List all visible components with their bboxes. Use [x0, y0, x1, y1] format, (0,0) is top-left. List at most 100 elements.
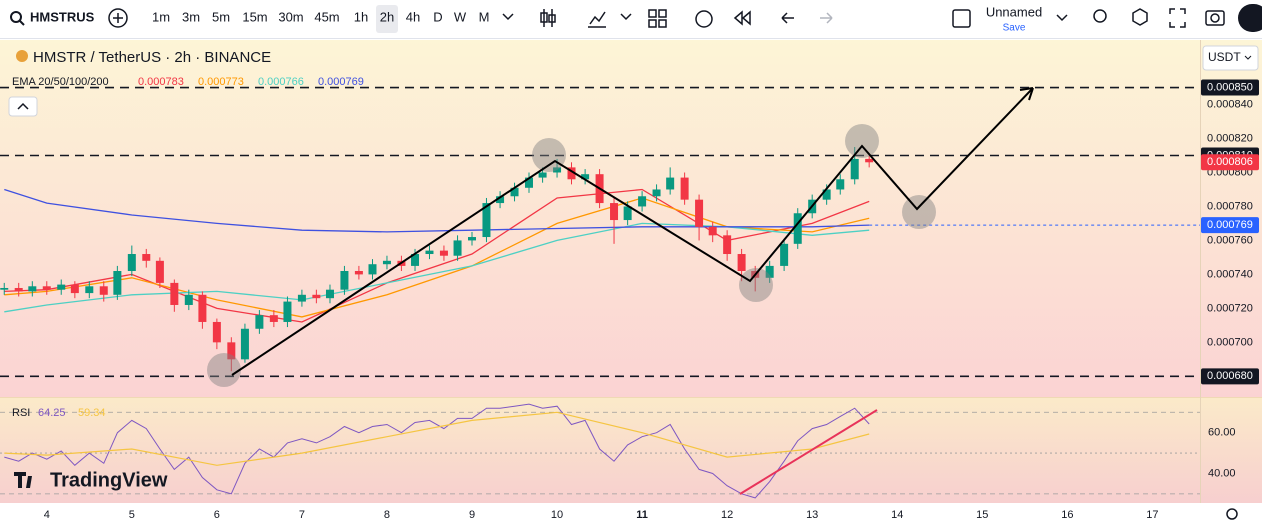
price-tag — [1201, 217, 1259, 234]
ema-legend: EMA 20/50/100/200 — [12, 76, 109, 88]
layouts[interactable] — [648, 9, 667, 28]
x-tick-label: 4 — [44, 509, 50, 521]
layout-icon[interactable] — [952, 9, 971, 28]
candle-body — [354, 271, 363, 275]
interval[interactable]: 1h — [354, 9, 368, 24]
settings[interactable] — [1132, 8, 1148, 26]
x-tick-label: 15 — [976, 509, 988, 521]
time-axis — [0, 503, 1262, 525]
candle-body — [623, 206, 632, 221]
interval[interactable]: 45m — [314, 9, 339, 24]
candle-body — [382, 260, 391, 265]
fullscreen[interactable] — [1169, 8, 1186, 28]
collapse-legend[interactable] — [8, 96, 38, 117]
interval[interactable]: 3m — [182, 9, 200, 24]
candle-body — [255, 315, 264, 329]
candle-body — [28, 286, 37, 292]
candle-body — [411, 254, 420, 266]
candle-body — [14, 287, 23, 292]
snapshot[interactable] — [1205, 10, 1225, 26]
branding: TradingView — [50, 469, 168, 491]
candle-body — [155, 260, 164, 283]
axis-settings[interactable] — [1226, 508, 1238, 520]
interval-dropdown[interactable] — [502, 13, 514, 21]
price-tag — [1201, 154, 1259, 171]
candle-body — [510, 187, 519, 197]
candle-body — [865, 158, 874, 163]
candle-body — [524, 177, 533, 188]
layout-name[interactable]: Unnamed — [986, 4, 1042, 19]
y-tick-label: 0.000720 — [1207, 302, 1253, 314]
candle-body — [283, 301, 292, 322]
tv-logo — [14, 472, 32, 488]
layout-dropdown[interactable] — [1056, 14, 1068, 22]
quick-search[interactable] — [1093, 9, 1107, 23]
candle-body — [850, 158, 859, 180]
y-tick-label: 0.000820 — [1207, 132, 1253, 144]
add-symbol[interactable] — [108, 8, 128, 28]
pattern-circle — [532, 138, 566, 172]
ema-legend-value: 0.000766 — [258, 76, 304, 88]
plot: 0.0008400.0008200.0008000.0007800.000760… — [0, 76, 1259, 521]
candle-body — [482, 203, 491, 238]
candle-body — [737, 254, 746, 272]
interval[interactable]: 2h — [380, 9, 394, 24]
interval[interactable]: D — [433, 9, 442, 24]
candle-body — [610, 203, 619, 221]
interval[interactable]: 1m — [152, 9, 170, 24]
candle-body — [723, 235, 732, 255]
zigzag-drawing — [231, 87, 1034, 376]
rsi-legend-value: 64.25 — [38, 407, 66, 419]
candle-body — [553, 167, 562, 173]
interval[interactable]: W — [454, 9, 467, 24]
save-button[interactable]: Save — [1003, 23, 1026, 34]
chart-header: HMSTR / TetherUS · 2h · BINANCE — [33, 49, 271, 66]
candle-body — [269, 315, 278, 322]
x-tick-label: 13 — [806, 509, 818, 521]
rsi-tick-label: 60.00 — [1208, 427, 1236, 439]
pattern-circle — [739, 268, 773, 302]
price-tag-label: 0.000769 — [1207, 219, 1253, 231]
drawing-circles — [207, 124, 936, 387]
indicators-dropdown[interactable] — [620, 13, 632, 21]
candle-body — [57, 284, 66, 290]
x-tick-label: 6 — [214, 509, 220, 521]
interval[interactable]: 30m — [278, 9, 303, 24]
candle-body — [666, 177, 675, 190]
candle-body — [297, 294, 306, 302]
search-icon[interactable] — [10, 11, 22, 23]
replay[interactable] — [733, 10, 751, 26]
chart-type[interactable] — [540, 9, 556, 27]
rsi-legend: RSI — [12, 407, 30, 419]
candle-body — [368, 264, 377, 275]
interval[interactable]: 4h — [406, 9, 420, 24]
top-toolbar — [0, 0, 1262, 38]
ema-legend-value: 0.000783 — [138, 76, 184, 88]
undo[interactable] — [781, 12, 794, 24]
candle-body — [170, 282, 179, 305]
price-tag — [1201, 79, 1259, 96]
alert[interactable] — [695, 10, 713, 28]
currency[interactable]: USDT — [1208, 50, 1241, 64]
y-tick-label: 0.000740 — [1207, 268, 1253, 280]
interval[interactable]: 5m — [212, 9, 230, 24]
pattern-circle — [902, 195, 936, 229]
symbol[interactable]: HMSTRUS — [30, 9, 95, 24]
y-tick-label: 0.000840 — [1207, 98, 1253, 110]
interval[interactable]: 15m — [242, 9, 267, 24]
interval[interactable]: M — [479, 9, 490, 24]
x-tick-label: 5 — [129, 509, 135, 521]
redo[interactable] — [820, 12, 833, 24]
candle-body — [793, 213, 802, 244]
candle-body — [99, 286, 108, 295]
indicators[interactable] — [588, 11, 606, 28]
candle-body — [0, 287, 9, 290]
pattern-circle — [845, 124, 879, 158]
candle-body — [70, 284, 79, 294]
publish-button[interactable] — [1238, 4, 1262, 32]
currency-box[interactable] — [1202, 45, 1259, 71]
arrow-head — [1019, 87, 1034, 101]
candle-body — [836, 179, 845, 190]
